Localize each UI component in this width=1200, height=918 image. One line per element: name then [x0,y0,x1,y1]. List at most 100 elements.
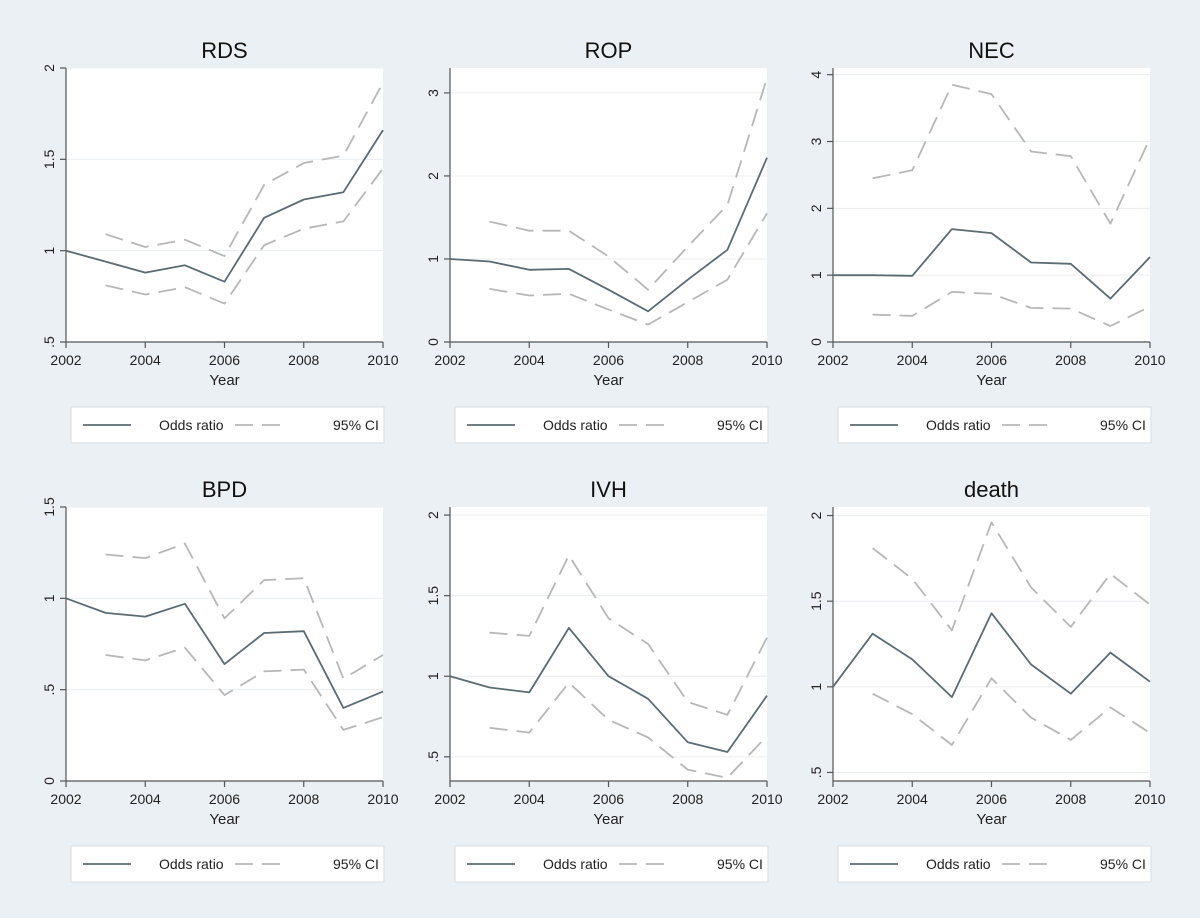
legend-label: Odds ratio [159,417,224,433]
y-tick-label: 1.5 [425,586,441,606]
panel-bpd: BPD 0 .5 1 1.5 2002 2004 2006 2008 2010 Year Odds r… [41,477,399,883]
ci-upper-line [872,83,1151,225]
x-tick-label: 2006 [593,791,624,807]
x-axis-label: Year [593,811,623,828]
panel-title: BPD [202,477,247,502]
y-tick-label: 1.5 [41,497,57,517]
legend-label: Odds ratio [926,856,991,872]
panel-title: NEC [968,38,1015,63]
y-tick-label: 1 [425,672,441,680]
y-tick-label: .5 [41,684,57,696]
legend-label: 95% CI [333,856,379,872]
x-tick-label: 2004 [897,791,928,807]
x-tick-label: 2008 [1055,352,1086,368]
legend-label: Odds ratio [926,417,991,433]
x-tick-label: 2004 [130,791,161,807]
y-tick-label: 1 [808,271,824,279]
plot-area [66,68,383,342]
plot-area [450,68,767,342]
panel-title: death [964,477,1019,502]
panel-title: ROP [585,38,633,63]
y-tick-label: 0 [808,338,824,346]
panel-nec: NEC 0 1 2 3 4 2002 2004 2006 2008 2010 Year Odds rat… [808,38,1166,444]
x-tick-label: 2004 [514,791,545,807]
x-axis-label: Year [209,372,239,389]
y-tick-label: 1 [41,247,57,255]
legend: Odds ratio 95% CI [837,845,1152,883]
odds-ratio-line [832,612,1151,698]
y-tick-label: 2 [41,64,57,72]
y-tick-label: 2 [808,511,824,519]
panel-ivh: IVH .5 1 1.5 2 2002 2004 2006 2008 2010 Year Odds r… [425,477,783,883]
x-axis-label: Year [976,811,1006,828]
y-tick-label: 3 [808,137,824,145]
y-tick-label: .5 [41,336,57,348]
y-tick-label: 0 [41,777,57,785]
legend: Odds ratio 95% CI [70,845,385,883]
x-tick-label: 2010 [751,352,782,368]
y-tick-label: .5 [808,766,824,778]
legend-label: 95% CI [717,856,763,872]
panel-title: IVH [590,477,627,502]
x-tick-label: 2004 [897,352,928,368]
y-tick-label: 2 [808,204,824,212]
y-tick-label: .5 [425,751,441,763]
x-tick-label: 2002 [50,352,81,368]
plot-area [450,507,767,781]
odds-ratio-line [449,627,768,753]
ci-upper-line [105,542,384,680]
y-tick-label: 3 [425,89,441,97]
legend-label: 95% CI [1100,417,1146,433]
x-tick-label: 2010 [367,352,398,368]
x-tick-label: 2010 [1134,352,1165,368]
x-tick-label: 2010 [751,791,782,807]
y-tick-label: 1.5 [808,591,824,611]
panel-rds: RDS .5 1 1.5 2 2002 2004 2006 2008 2010 Year Odds r… [41,38,399,444]
legend: Odds ratio 95% CI [837,406,1152,444]
legend: Odds ratio 95% CI [454,406,769,444]
ci-upper-line [872,521,1151,632]
x-tick-label: 2006 [976,791,1007,807]
x-tick-label: 2002 [434,791,465,807]
x-tick-label: 2010 [1134,791,1165,807]
legend-label: 95% CI [1100,856,1146,872]
x-tick-label: 2002 [50,791,81,807]
x-tick-label: 2002 [817,352,848,368]
ci-upper-line [489,554,768,716]
x-tick-label: 2002 [434,352,465,368]
x-tick-label: 2006 [209,791,240,807]
y-tick-label: 1 [41,594,57,602]
y-tick-label: 1 [808,683,824,691]
x-tick-label: 2002 [817,791,848,807]
x-tick-label: 2010 [367,791,398,807]
x-axis-label: Year [593,372,623,389]
y-tick-label: 0 [425,338,441,346]
x-tick-label: 2004 [130,352,161,368]
ci-upper-line [105,82,384,258]
x-axis-label: Year [976,372,1006,389]
ci-lower-line [105,646,384,731]
legend-label: Odds ratio [543,856,608,872]
panel-rop: ROP 0 1 2 3 2002 2004 2006 2008 2010 Year Odds rati… [425,38,783,444]
x-axis-label: Year [209,811,239,828]
ci-lower-line [105,167,384,305]
y-tick-label: 1 [425,255,441,263]
odds-ratio-line [65,129,384,283]
y-tick-label: 2 [425,511,441,519]
y-tick-label: 1.5 [41,149,57,169]
ci-upper-line [489,77,768,291]
odds-ratio-line [449,157,768,313]
legend: Odds ratio 95% CI [454,845,769,883]
x-tick-label: 2008 [1055,791,1086,807]
y-tick-label: 2 [425,172,441,180]
x-tick-label: 2008 [672,352,703,368]
plot-area [66,507,383,781]
x-tick-label: 2006 [593,352,624,368]
ci-lower-line [489,681,768,779]
ci-lower-line [872,290,1151,327]
plot-area [833,507,1150,781]
legend-box [837,406,1152,444]
ci-lower-line [489,212,768,326]
plot-area [833,68,1150,342]
